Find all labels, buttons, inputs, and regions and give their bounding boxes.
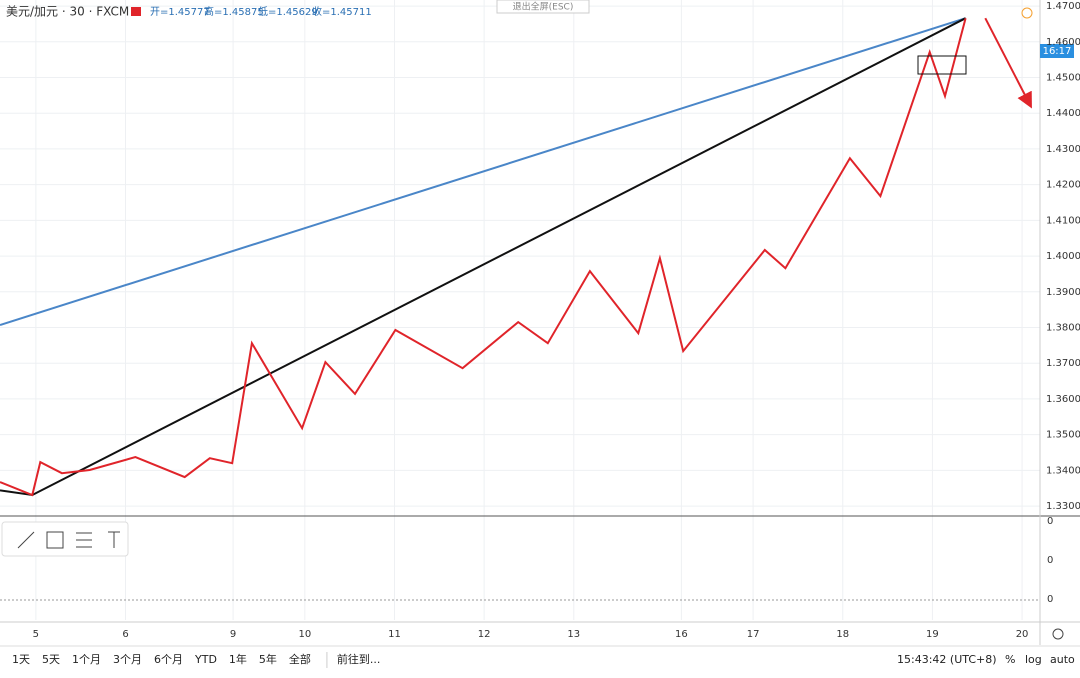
y-tick-label: 1.44000 (1046, 108, 1080, 119)
y-tick-label: 1.39000 (1046, 287, 1080, 298)
log-toggle[interactable]: log (1025, 653, 1042, 666)
range-button[interactable]: 6个月 (154, 653, 183, 666)
y-tick-label: 1.46000 (1046, 37, 1080, 48)
x-tick-label: 18 (836, 629, 849, 640)
trend-tool[interactable] (17, 531, 35, 549)
settings-icon[interactable] (1052, 628, 1064, 640)
range-button[interactable]: 1年 (229, 652, 247, 666)
range-button[interactable]: 1天 (12, 653, 30, 666)
y-tick-label: 1.37000 (1046, 358, 1080, 369)
x-tick-label: 5 (33, 629, 39, 640)
x-tick-label: 20 (1016, 629, 1029, 640)
fib-tool[interactable] (76, 532, 92, 548)
price-tag (1040, 44, 1074, 58)
drawn-line (0, 17, 967, 497)
y-tick-label: 1.35000 (1046, 430, 1080, 441)
goto-button[interactable]: 前往到... (337, 652, 381, 666)
drawn-line (984, 17, 1032, 109)
drawing-toolbar (1, 521, 129, 557)
range-button[interactable]: 5年 (259, 652, 277, 666)
text-tool[interactable] (108, 531, 120, 548)
box-annotation (917, 55, 967, 75)
x-tick-label: 9 (230, 629, 236, 640)
x-tick-label: 12 (478, 629, 491, 640)
range-button[interactable]: 5天 (42, 653, 60, 666)
exit-button[interactable] (496, 0, 590, 14)
y-tick-label: 1.33000 (1046, 501, 1080, 512)
x-tick-label: 10 (298, 629, 311, 640)
drawn-line (0, 17, 967, 497)
y-tick-label: 1.41000 (1046, 215, 1080, 226)
x-tick-label: 6 (122, 629, 128, 640)
clock: 15:43:42 (UTC+8) (897, 653, 997, 666)
tool-panel (1, 521, 129, 557)
range-button[interactable]: 3个月 (113, 653, 142, 666)
high-value: 高=1.45875 (204, 5, 264, 18)
rect-tool[interactable] (46, 531, 64, 549)
range-button[interactable]: 1个月 (72, 653, 101, 666)
y-tick-label: 1.36000 (1046, 394, 1080, 405)
range-button[interactable]: YTD (194, 653, 217, 666)
auto-toggle[interactable]: auto (1050, 653, 1075, 666)
indicator-label: 0 (1047, 594, 1053, 605)
y-tick-label: 1.42000 (1046, 180, 1080, 191)
x-tick-label: 16 (675, 629, 688, 640)
flag (131, 7, 141, 16)
bottom-toolbar: 1天 5天 1个月 3个月 6个月 YTD 1年 5年 全部 前往到... 15:43:42 (UT… (12, 652, 1075, 668)
exit-label[interactable]: 退出全屏(ESC) (513, 1, 574, 13)
alert-icon[interactable] (1021, 7, 1033, 19)
y-tick-label: 1.34000 (1046, 465, 1080, 476)
x-tick-label: 17 (747, 629, 760, 640)
indicator-label: 0 (1047, 555, 1053, 566)
symbol: 美元/加元 · 30 · FXCM (6, 5, 129, 19)
close-value: 收=1.45711 (312, 5, 372, 18)
range-button[interactable]: 全部 (289, 652, 311, 666)
y-tick-label: 1.43000 (1046, 144, 1080, 155)
price-tag-label: 16:17 (1043, 46, 1072, 57)
indicator-label: 0 (1047, 516, 1053, 527)
y-tick-label: 1.38000 (1046, 323, 1080, 334)
y-tick-label: 1.47000 (1046, 1, 1080, 12)
low-value: 低=1.45629 (258, 5, 318, 18)
y-tick-label: 1.45000 (1046, 73, 1080, 84)
price-pane (0, 0, 1040, 620)
open-value: 开=1.45777 (150, 7, 210, 18)
x-tick-label: 11 (388, 629, 401, 640)
percent-toggle[interactable]: % (1005, 653, 1015, 666)
drawn-line (0, 17, 966, 326)
y-tick-label: 1.40000 (1046, 251, 1080, 262)
x-tick-label: 13 (567, 629, 580, 640)
x-tick-label: 19 (926, 629, 939, 640)
